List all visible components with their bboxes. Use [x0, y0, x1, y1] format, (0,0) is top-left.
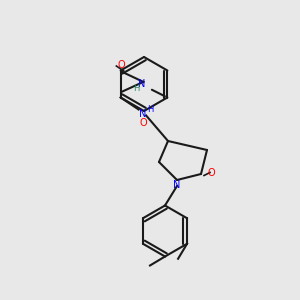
Text: O: O	[139, 118, 147, 128]
Text: N: N	[138, 79, 146, 89]
Text: N: N	[140, 109, 147, 119]
Text: O: O	[208, 167, 215, 178]
Text: O: O	[117, 59, 125, 70]
Text: H: H	[133, 84, 139, 93]
Text: H: H	[147, 105, 154, 114]
Text: N: N	[173, 179, 181, 190]
